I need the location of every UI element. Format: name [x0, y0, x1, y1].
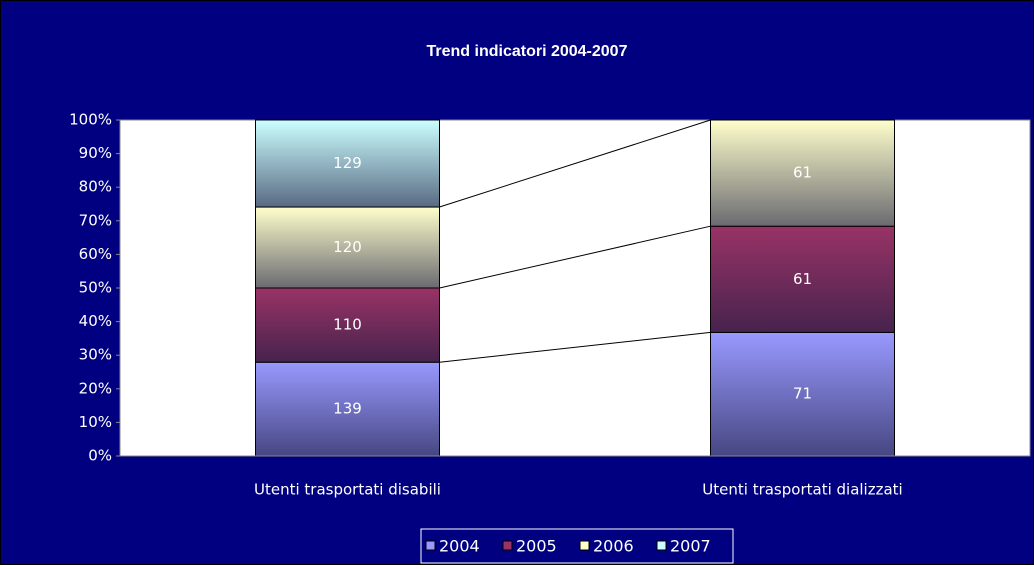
legend-marker — [656, 540, 667, 551]
bar — [255, 287, 440, 363]
x-tick-label: Utenti trasportati dializzati — [702, 481, 902, 499]
y-tick-label: 60% — [79, 245, 112, 263]
y-tick-label: 40% — [79, 312, 112, 330]
legend-label: 2004 — [439, 537, 480, 556]
y-tick-label: 80% — [79, 178, 112, 196]
chart-title: Trend indicatori 2004-2007 — [427, 43, 628, 60]
y-tick-label: 70% — [79, 211, 112, 229]
bar — [710, 119, 895, 227]
bar — [710, 225, 895, 333]
data-label: 139 — [333, 400, 362, 418]
bar — [255, 361, 440, 457]
y-tick-label: 50% — [79, 279, 112, 297]
data-label: 110 — [333, 316, 362, 334]
series-line — [439, 119, 711, 208]
y-tick-label: 30% — [79, 346, 112, 364]
legend — [420, 528, 734, 564]
legend-label: 2007 — [670, 537, 711, 556]
data-label: 61 — [793, 270, 812, 288]
legend-label: 2005 — [516, 537, 557, 556]
data-label: 61 — [793, 164, 812, 182]
bar — [255, 206, 440, 289]
data-label: 129 — [333, 154, 362, 172]
legend-marker — [502, 540, 513, 551]
y-tick-label: 10% — [79, 413, 112, 431]
legend-marker — [579, 540, 590, 551]
bar — [255, 119, 440, 208]
legend-label: 2006 — [593, 537, 634, 556]
series-line — [439, 331, 711, 363]
x-tick-label: Utenti trasportati disabili — [254, 481, 441, 499]
y-tick-label: 20% — [79, 379, 112, 397]
data-label: 71 — [793, 385, 812, 403]
y-tick-label: 90% — [79, 144, 112, 162]
y-tick-label: 100% — [69, 111, 112, 129]
legend-marker — [425, 540, 436, 551]
y-tick-label: 0% — [88, 447, 112, 465]
data-label: 120 — [333, 238, 362, 256]
series-line — [439, 225, 711, 289]
